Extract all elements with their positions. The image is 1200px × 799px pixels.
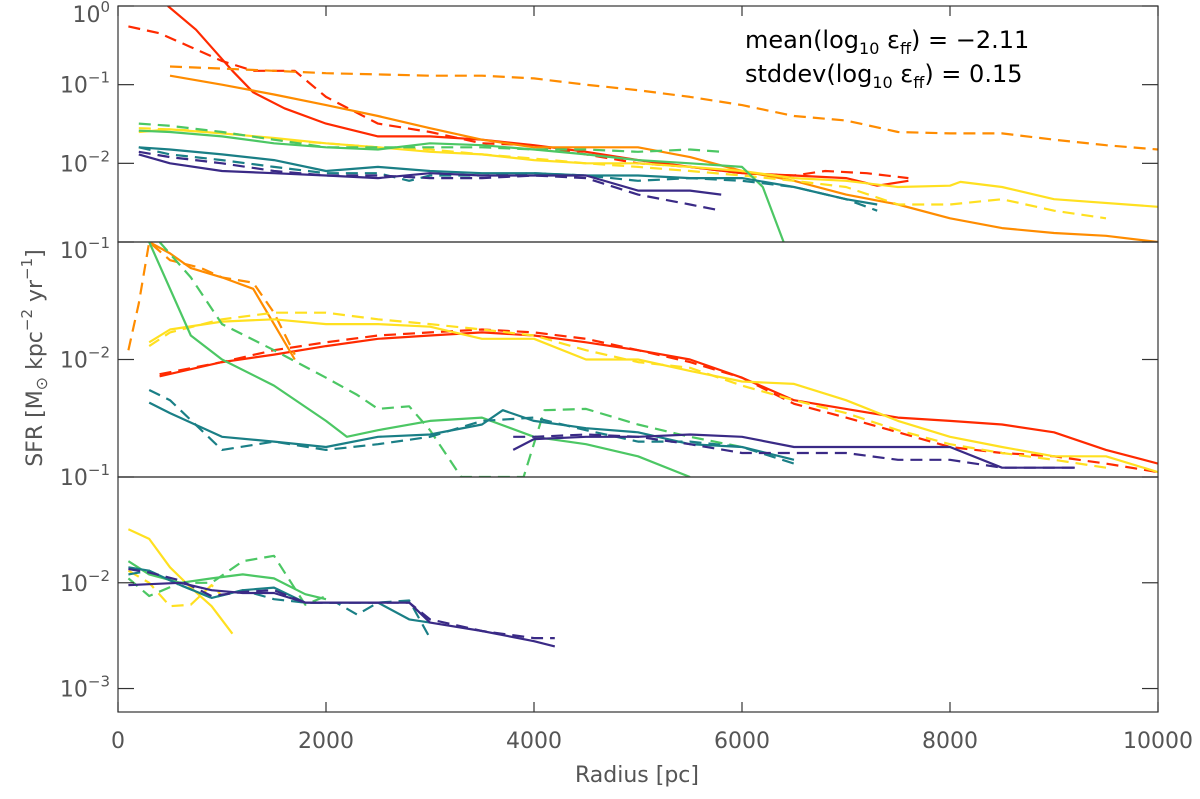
annotation-1: mean(log10 εff) = −2.11 — [745, 26, 1029, 58]
panel-1-ytick-label: 10−2 — [60, 147, 110, 177]
panel-3-series-3-solid — [127, 560, 327, 601]
panel-1-series-4-dashed — [169, 65, 1158, 151]
x-tick-label: 10000 — [1123, 729, 1193, 754]
panel-1-ytick-label: 10−1 — [60, 69, 110, 99]
panel-2-series-4-dashed — [127, 242, 296, 356]
panel-1-series-9-solid — [138, 146, 878, 206]
panel-3-series — [127, 528, 556, 648]
panel-3-ytick-label: 10−2 — [60, 567, 110, 597]
panel-1-ytick-label: 100 — [72, 0, 110, 28]
panel-1-series-11-solid — [138, 153, 722, 196]
panel-2-series-10-dashed — [148, 389, 795, 465]
panel-2-series — [127, 242, 1158, 477]
panel-2-ytick-label: 10−2 — [60, 344, 110, 374]
panel-2-series-8-dashed — [158, 242, 743, 477]
panel-1: 100 10−1 10−2 — [60, 0, 1159, 243]
panel-2-series-11-solid — [512, 433, 1075, 469]
x-tick-label: 6000 — [714, 729, 770, 754]
panel-2-series-7-solid — [148, 242, 691, 477]
y-axis-label: SFR [M⊙ kpc−2 yr−1] — [18, 249, 51, 467]
panel-2-series-6-dashed — [148, 311, 1107, 469]
panel-3-ytick-label: 10−3 — [60, 673, 110, 703]
panel-3-series-1-solid — [127, 528, 234, 635]
panel-2-series-9-solid — [148, 401, 795, 461]
x-tick-label: 2000 — [298, 729, 354, 754]
panel-1-series-12-dashed — [138, 150, 722, 212]
panel-2-ytick-label: 10−1 — [60, 461, 110, 491]
x-axis-label: Radius [pc] — [575, 763, 699, 788]
x-tick-label: 8000 — [922, 729, 978, 754]
panel-2-series-1-solid — [159, 331, 1158, 465]
x-tick-label: 4000 — [506, 729, 562, 754]
panel-3-series-8-dashed — [128, 567, 555, 640]
panel-3-series-4-dashed — [127, 554, 327, 606]
panel-2-ytick-label: 10−1 — [60, 234, 110, 264]
panels-layer: 100 10−1 10−2 10−1 10−2 10−1 10−2 10−3 — [60, 0, 1159, 713]
panel-2: 10−1 10−2 10−1 — [60, 234, 1159, 491]
panel-1-series-8-dashed — [138, 122, 722, 153]
panel-2-series-2-dashed — [159, 328, 1158, 474]
panel-1-series-5-solid — [138, 128, 1158, 208]
x-tick-label: 0 — [111, 729, 125, 754]
panel-1-series — [128, 6, 1158, 242]
panel-1-series-7-solid — [138, 129, 785, 242]
panel-1-series-3-solid — [169, 74, 1158, 242]
panel-3: 10−2 10−3 — [60, 476, 1159, 713]
panel-2-series-5-solid — [148, 318, 1158, 474]
panel-3-series-7-solid — [128, 581, 556, 648]
panel-3-frame — [117, 476, 1159, 713]
panel-1-series-2-dashed — [128, 25, 909, 180]
panel-3-series-2-dashed — [127, 569, 223, 608]
x-axis: 0 2000 4000 6000 8000 10000 — [111, 6, 1193, 754]
annotation-2: stddev(log10 εff) = 0.15 — [745, 60, 1022, 92]
